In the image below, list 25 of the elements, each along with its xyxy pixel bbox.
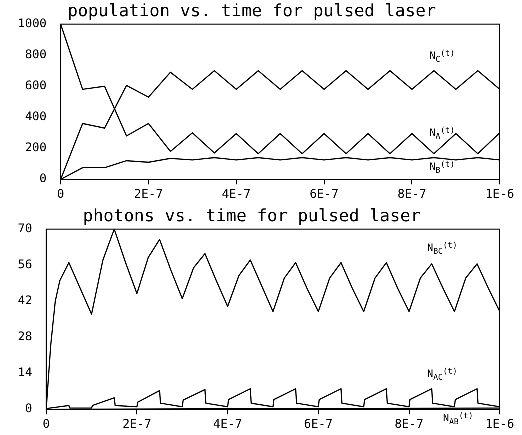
y-tick-label: 56 — [18, 258, 32, 272]
y-tick-label: 600 — [25, 78, 47, 93]
x-tick-label: 1E-6 — [486, 416, 514, 431]
y-tick-label: 400 — [25, 110, 47, 124]
x-tick-label: 0 — [57, 186, 65, 201]
y-tick-label: 14 — [18, 366, 32, 380]
y-tick-label: 42 — [18, 294, 32, 308]
y-tick-label: 1000 — [18, 16, 47, 31]
x-tick-label: 8E-7 — [394, 416, 424, 431]
x-tick-label: 1E-6 — [486, 186, 514, 201]
chart-title: photons vs. time for pulsed laser — [83, 206, 421, 227]
chart-title: population vs. time for pulsed laser — [68, 2, 436, 22]
y-tick-label: 28 — [18, 330, 32, 344]
y-tick-label: 0 — [40, 172, 47, 186]
y-tick-label: 800 — [25, 48, 47, 62]
x-tick-label: 4E-7 — [213, 416, 242, 431]
y-tick-label: 0 — [25, 402, 32, 416]
x-tick-label: 6E-7 — [310, 186, 339, 201]
x-tick-label: 2E-7 — [134, 186, 164, 201]
x-tick-label: 2E-7 — [122, 416, 152, 431]
x-tick-label: 8E-7 — [398, 186, 427, 201]
y-tick-label: 200 — [25, 140, 47, 155]
x-tick-label: 6E-7 — [304, 416, 334, 431]
y-tick-label: 70 — [18, 222, 32, 236]
x-tick-label: 4E-7 — [222, 186, 251, 201]
